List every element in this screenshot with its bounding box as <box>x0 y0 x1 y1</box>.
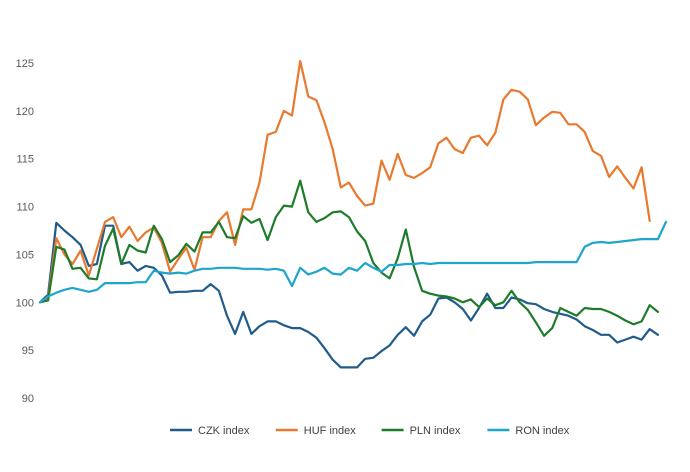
series-line-czk-index <box>38 221 659 369</box>
y-tick-label: 115 <box>16 154 34 166</box>
y-tick-label: 110 <box>16 202 34 214</box>
y-tick-label: 95 <box>22 345 34 357</box>
legend-item-ron-index: RON index <box>487 425 570 437</box>
y-tick-label: 125 <box>16 58 34 70</box>
legend-label: RON index <box>515 425 569 437</box>
y-axis: 90 95 100 105 110 115 120 125 <box>16 58 34 405</box>
legend-label: HUF index <box>304 425 356 437</box>
plot-area <box>38 60 668 369</box>
y-tick-label: 100 <box>16 297 34 309</box>
legend-item-huf-index: HUF index <box>275 425 356 437</box>
legend-item-pln-index: PLN index <box>381 425 461 437</box>
legend: CZK index HUF index PLN index RON index <box>170 425 570 437</box>
legend-label: CZK index <box>198 425 250 437</box>
y-tick-label: 120 <box>16 106 34 118</box>
y-tick-label: 105 <box>16 249 34 261</box>
series-line-huf-index <box>38 60 651 304</box>
y-tick-label: 90 <box>22 393 34 405</box>
series-line-ron-index <box>38 220 668 304</box>
legend-label: PLN index <box>410 425 461 437</box>
series-line-pln-index <box>38 179 659 337</box>
legend-item-czk-index: CZK index <box>170 425 250 437</box>
